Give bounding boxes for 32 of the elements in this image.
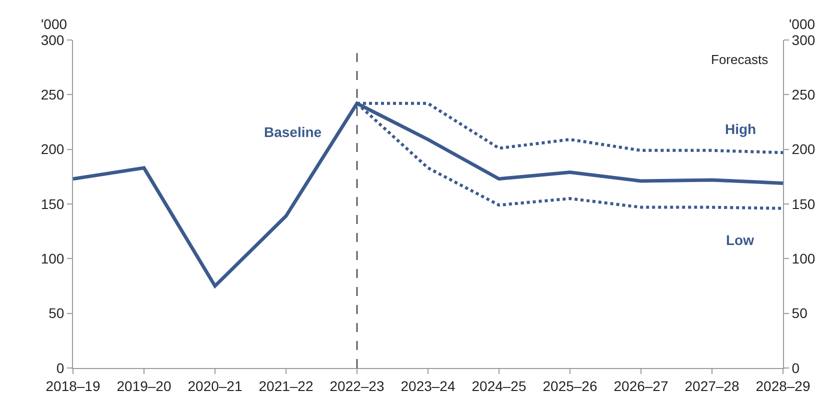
series-label: Baseline (264, 124, 322, 140)
x-tick-label: 2027–28 (684, 378, 740, 394)
x-tick-label: 2018–19 (46, 378, 100, 394)
y-axis-title: '000 (41, 16, 68, 32)
x-tick-label: 2020–21 (188, 378, 242, 394)
x-tick-label: 2019–20 (116, 378, 172, 394)
y2-tick-label: 250 (792, 86, 816, 103)
y-tick-label: 0 (56, 360, 64, 376)
y2-tick-label: 0 (792, 360, 800, 376)
y2-tick-label: 300 (792, 32, 816, 48)
y-tick-label: 100 (40, 250, 64, 267)
y-tick-label: 250 (40, 86, 64, 103)
y-tick-label: 150 (40, 196, 64, 212)
y2-axis-title: '000 (789, 16, 816, 32)
y-tick-label: 200 (40, 141, 64, 158)
line-series (73, 102, 783, 288)
y2-tick-label: 100 (792, 250, 816, 267)
x-tick-label: 2025–26 (542, 378, 598, 394)
x-tick-label: 2026–27 (614, 378, 668, 394)
x-tick-label: 2028–29 (756, 378, 810, 394)
y-tick-label: 300 (40, 32, 64, 48)
x-tick-label: 2021–22 (258, 378, 314, 394)
y2-tick-label: 150 (792, 196, 816, 212)
x-tick-label: 2024–25 (472, 378, 526, 394)
annotation: Forecasts (711, 52, 769, 67)
y2-tick-label: 200 (792, 141, 816, 158)
x-tick-label: 2023–24 (400, 378, 456, 394)
x-tick-label: 2022–23 (330, 378, 384, 394)
series-label: High (725, 121, 756, 137)
y2-tick-label: 50 (792, 305, 808, 322)
y-tick-label: 50 (48, 305, 64, 322)
series-label: Low (726, 232, 754, 248)
